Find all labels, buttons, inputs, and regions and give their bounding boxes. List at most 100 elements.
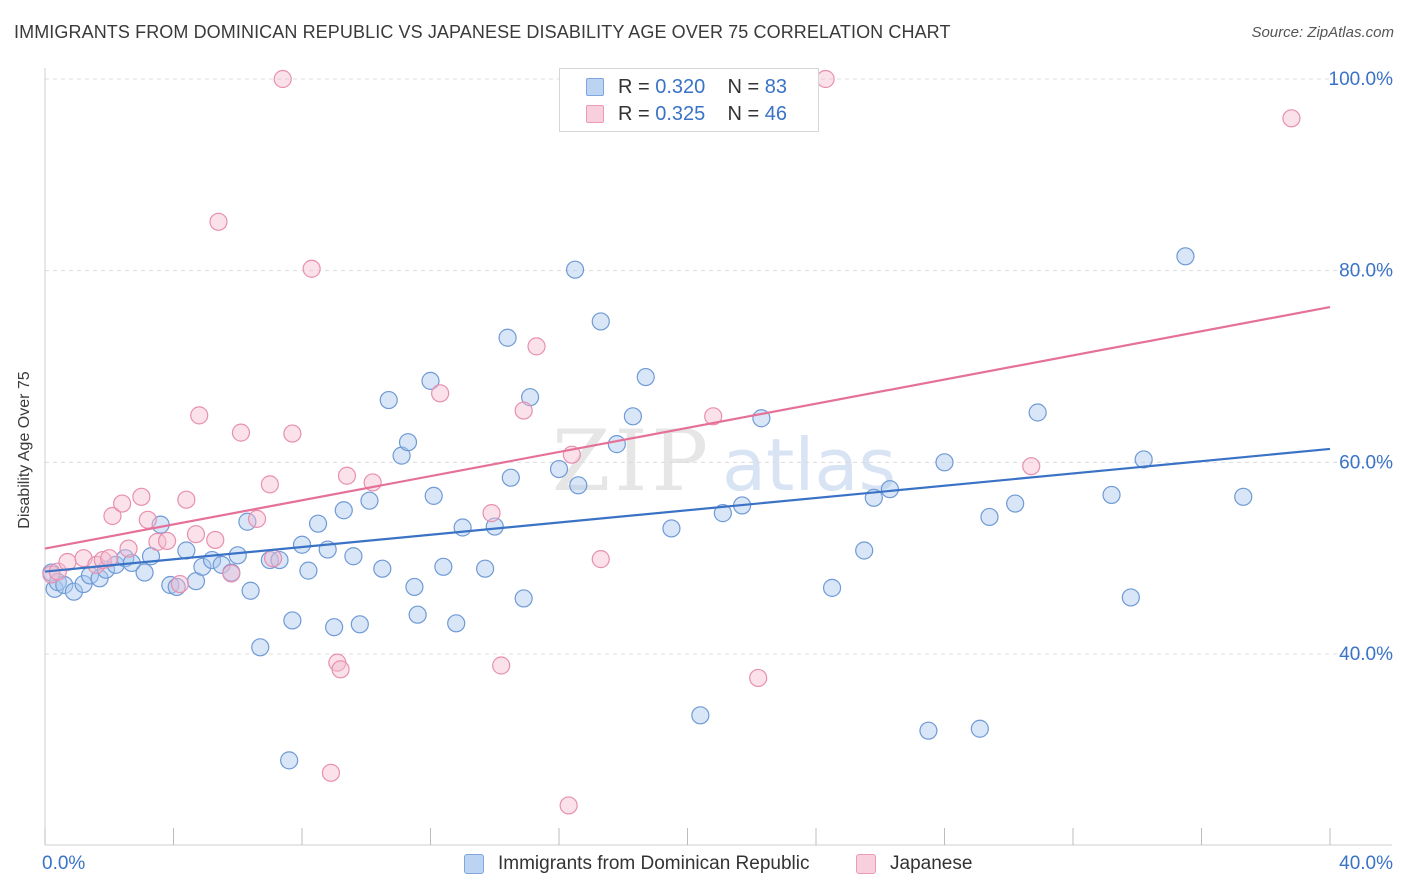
trend-lines	[44, 306, 1331, 573]
point-japanese	[138, 510, 157, 529]
point-japanese	[112, 494, 132, 513]
point-dominican	[299, 561, 318, 580]
point-dominican	[1102, 485, 1121, 505]
legend-text-pink: R = 0.325 N = 46	[618, 103, 787, 126]
point-dominican	[434, 557, 453, 576]
x-tick-label: 40.0%	[1339, 853, 1393, 874]
point-dominican	[1121, 588, 1140, 607]
point-japanese	[170, 574, 190, 594]
point-japanese	[260, 475, 279, 494]
point-japanese	[247, 509, 267, 528]
point-dominican	[514, 589, 533, 608]
y-tick-label: 100.0%	[1329, 69, 1394, 90]
point-dominican	[398, 433, 418, 452]
point-dominican	[980, 507, 999, 527]
point-dominican	[1028, 403, 1047, 422]
point-dominican	[1234, 487, 1253, 506]
point-dominican	[880, 480, 899, 499]
point-japanese	[321, 763, 341, 782]
trend-line-dominican	[44, 447, 1331, 573]
point-japanese	[93, 550, 112, 570]
point-dominican	[424, 486, 443, 505]
point-japanese	[1022, 457, 1041, 476]
point-dominican	[453, 518, 472, 537]
tick-labels: 40.0% 60.0% 80.0% 100.0% 0.0% 40.0%	[42, 69, 1393, 874]
bottom-legend-label-blue: Immigrants from Dominican Republic	[498, 853, 810, 874]
point-dominican	[241, 581, 260, 600]
y-tick-label: 60.0%	[1339, 452, 1393, 473]
point-dominican	[421, 371, 440, 390]
point-dominican	[970, 719, 989, 738]
bottom-legend-label-pink: Japanese	[890, 853, 973, 874]
legend-n-value: 46	[764, 103, 788, 125]
point-japanese	[157, 531, 177, 551]
point-japanese	[559, 796, 578, 815]
stats-legend: R = 0.320 N = 83 R = 0.325 N = 46	[559, 68, 819, 132]
point-japanese	[222, 564, 241, 583]
point-japanese	[704, 407, 723, 426]
point-dominican	[308, 514, 328, 533]
point-japanese	[492, 656, 511, 675]
point-dominican	[379, 390, 398, 410]
point-japanese	[749, 668, 768, 688]
point-japanese	[263, 549, 283, 568]
point-japanese	[1282, 109, 1301, 128]
point-japanese	[273, 69, 292, 89]
point-japanese	[190, 406, 209, 425]
point-dominican	[549, 459, 569, 479]
point-dominican	[691, 706, 710, 725]
point-dominican	[636, 367, 655, 387]
point-dominican	[662, 519, 681, 538]
point-dominican	[607, 435, 626, 454]
legend-swatch-pink	[586, 105, 604, 123]
point-dominican	[193, 557, 212, 576]
point-dominican	[569, 476, 588, 495]
x-tick-label: 0.0%	[42, 853, 85, 874]
point-japanese	[431, 384, 450, 403]
point-dominican	[405, 577, 424, 597]
y-axis-title: Disability Age Over 75	[16, 371, 33, 529]
point-dominican	[292, 535, 312, 554]
bottom-legend-swatch-pink	[856, 854, 876, 874]
legend-text-blue: R = 0.320 N = 83	[618, 76, 787, 99]
point-dominican	[64, 582, 84, 601]
point-japanese	[209, 212, 228, 231]
legend-r-label: R =	[618, 103, 656, 125]
point-dominican	[350, 615, 369, 634]
point-dominican	[360, 491, 379, 510]
legend-swatch-blue	[586, 78, 604, 96]
axes	[44, 68, 1392, 846]
data-points	[42, 69, 1301, 815]
point-dominican	[1006, 494, 1025, 513]
point-dominican	[270, 550, 289, 570]
point-dominican	[373, 559, 392, 578]
trend-line-japanese	[44, 306, 1331, 550]
point-japanese	[591, 550, 610, 569]
point-dominican	[167, 577, 186, 597]
point-dominican	[447, 614, 466, 633]
point-dominican	[1176, 247, 1195, 266]
point-dominican	[1134, 450, 1153, 469]
point-dominican	[713, 504, 732, 523]
point-japanese	[177, 490, 196, 509]
legend-r-label: R =	[618, 76, 656, 98]
point-japanese	[206, 530, 225, 550]
point-japanese	[527, 337, 546, 356]
y-axis-title-wrap: Disability Age Over 75	[10, 300, 40, 600]
point-dominican	[935, 453, 954, 472]
point-japanese	[103, 506, 122, 526]
point-japanese	[482, 504, 501, 523]
point-japanese	[148, 532, 167, 551]
point-japanese	[100, 549, 119, 568]
point-dominican	[260, 550, 279, 570]
legend-r-value: 0.320	[655, 76, 706, 98]
point-japanese	[119, 539, 138, 558]
point-dominican	[501, 468, 520, 487]
point-dominican	[135, 563, 154, 582]
point-dominican	[591, 312, 610, 331]
point-japanese	[302, 259, 321, 278]
point-dominican	[855, 541, 874, 560]
point-dominican	[334, 501, 353, 520]
bottom-legend-swatch-blue	[464, 854, 484, 874]
point-dominican	[283, 611, 302, 630]
